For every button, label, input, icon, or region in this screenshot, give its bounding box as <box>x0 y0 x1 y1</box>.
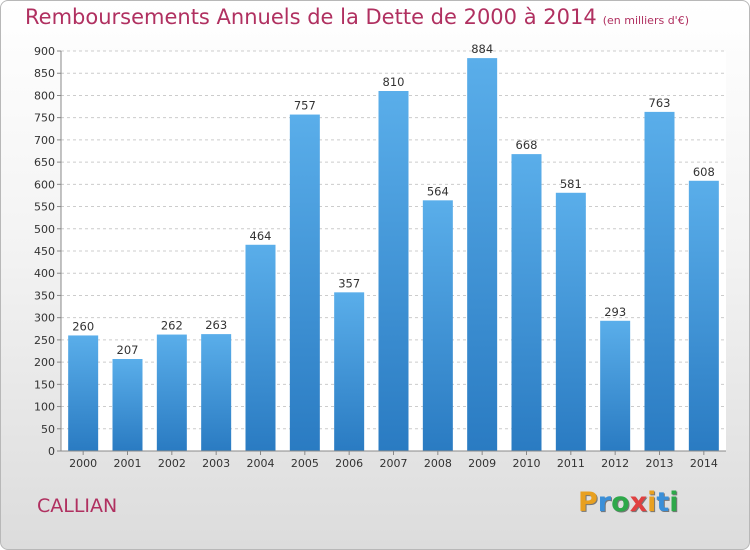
y-tick-label-550: 550 <box>34 201 55 214</box>
bar-value-label-2010: 668 <box>516 138 538 152</box>
x-tick-label-2001: 2001 <box>114 457 142 470</box>
bar-value-label-2006: 357 <box>338 276 360 290</box>
y-tick-label-250: 250 <box>34 334 55 347</box>
logo-letter-5: t <box>656 487 670 518</box>
bar-value-label-2002: 262 <box>161 319 183 333</box>
y-tick-label-600: 600 <box>34 178 55 191</box>
proxiti-logo: Proxiti <box>578 487 679 518</box>
x-tick-label-2000: 2000 <box>69 457 97 470</box>
logo-letter-0: P <box>578 487 598 518</box>
x-tick-label-2004: 2004 <box>247 457 275 470</box>
x-tick-label-2007: 2007 <box>380 457 408 470</box>
bar-2009 <box>467 58 498 451</box>
bar-value-label-2004: 464 <box>250 229 272 243</box>
logo-letter-1: r <box>597 487 612 518</box>
commune-name: CALLIAN <box>37 495 118 517</box>
bar-2003 <box>201 334 232 451</box>
y-tick-label-200: 200 <box>34 356 55 369</box>
bar-value-label-2003: 263 <box>205 318 227 332</box>
bar-value-label-2011: 581 <box>560 177 582 191</box>
y-tick-label-150: 150 <box>34 378 55 391</box>
y-tick-label-50: 50 <box>41 423 55 436</box>
bar-2012 <box>600 320 631 451</box>
y-tick-label-900: 900 <box>34 45 55 58</box>
bar-value-label-2005: 757 <box>294 99 316 113</box>
bar-value-label-2007: 810 <box>383 75 405 89</box>
bar-2001 <box>112 359 143 451</box>
bar-2013 <box>644 111 675 451</box>
bar-value-label-2012: 293 <box>604 305 626 319</box>
logo-letter-2: o <box>611 487 630 518</box>
bar-2014 <box>688 180 719 451</box>
bar-2011 <box>555 192 586 451</box>
x-tick-label-2002: 2002 <box>158 457 186 470</box>
x-tick-label-2009: 2009 <box>468 457 496 470</box>
logo-letter-4: i <box>647 487 657 518</box>
logo-letter-6: i <box>669 487 679 518</box>
bar-2010 <box>511 154 542 451</box>
bar-2005 <box>289 114 320 452</box>
y-tick-label-400: 400 <box>34 267 55 280</box>
x-tick-label-2012: 2012 <box>601 457 629 470</box>
chart-title-main: Remboursements Annuels de la Dette de 20… <box>25 5 597 29</box>
bar-2000 <box>68 335 99 451</box>
bar-value-label-2009: 884 <box>471 42 493 56</box>
bar-value-label-2001: 207 <box>117 343 139 357</box>
bar-2006 <box>334 292 365 451</box>
bar-value-label-2013: 763 <box>649 96 671 110</box>
y-tick-label-800: 800 <box>34 89 55 102</box>
bar-value-label-2014: 608 <box>693 165 715 179</box>
y-tick-label-100: 100 <box>34 401 55 414</box>
y-tick-label-700: 700 <box>34 134 55 147</box>
x-tick-label-2003: 2003 <box>202 457 230 470</box>
chart-title: Remboursements Annuels de la Dette de 20… <box>25 5 689 29</box>
y-tick-label-650: 650 <box>34 156 55 169</box>
bar-2002 <box>156 334 187 451</box>
y-tick-label-850: 850 <box>34 67 55 80</box>
x-tick-label-2006: 2006 <box>335 457 363 470</box>
y-tick-label-450: 450 <box>34 245 55 258</box>
y-tick-label-500: 500 <box>34 223 55 236</box>
bar-value-label-2000: 260 <box>72 319 94 333</box>
logo-letter-3: x <box>629 487 648 518</box>
x-tick-label-2008: 2008 <box>424 457 452 470</box>
x-tick-label-2011: 2011 <box>557 457 585 470</box>
bar-2008 <box>422 200 453 451</box>
x-tick-label-2010: 2010 <box>513 457 541 470</box>
y-tick-label-350: 350 <box>34 289 55 302</box>
y-tick-label-0: 0 <box>48 445 55 458</box>
bar-2004 <box>245 244 276 451</box>
y-tick-label-750: 750 <box>34 112 55 125</box>
chart-title-unit: (en milliers d'€) <box>602 14 689 27</box>
bar-value-label-2008: 564 <box>427 184 449 198</box>
x-tick-label-2013: 2013 <box>646 457 674 470</box>
x-tick-label-2014: 2014 <box>690 457 718 470</box>
y-tick-label-300: 300 <box>34 312 55 325</box>
x-tick-label-2005: 2005 <box>291 457 319 470</box>
bar-2007 <box>378 91 409 451</box>
